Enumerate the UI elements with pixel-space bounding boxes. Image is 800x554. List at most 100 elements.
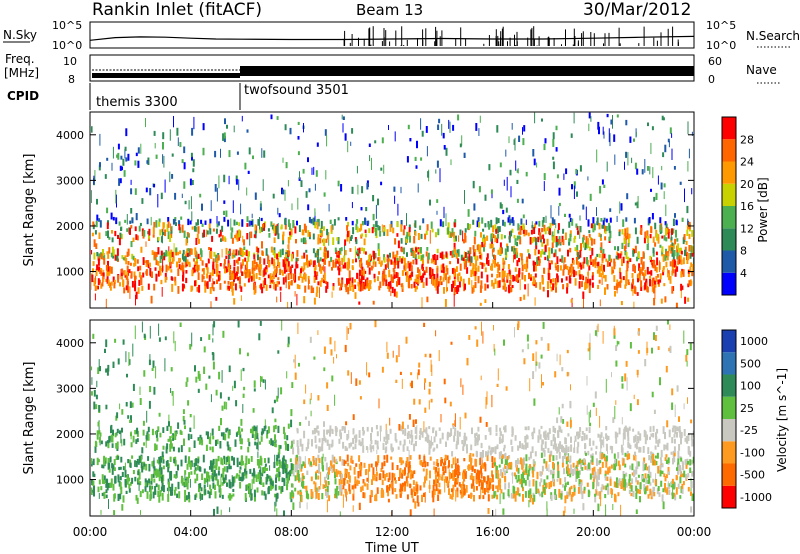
- velocity-cell: [589, 422, 592, 427]
- velocity-cell: [315, 473, 317, 480]
- velocity-cell: [627, 428, 630, 436]
- velocity-cell: [155, 474, 158, 478]
- velocity-cell: [211, 446, 214, 453]
- power-cell: [417, 248, 420, 253]
- power-cell: [108, 266, 111, 272]
- velocity-cell: [623, 474, 626, 482]
- velocity-cell: [489, 427, 492, 436]
- power-cell: [127, 285, 130, 293]
- power-cell: [312, 287, 315, 293]
- power-cell: [464, 259, 467, 266]
- power-cell: [409, 261, 412, 268]
- power-cell: [414, 254, 417, 260]
- power-cell: [598, 126, 600, 135]
- power-cell: [257, 247, 260, 253]
- velocity-cell: [539, 493, 541, 497]
- velocity-cell: [651, 347, 653, 354]
- power-cell: [484, 194, 487, 201]
- velocity-cell: [552, 478, 555, 482]
- velocity-cell: [339, 470, 342, 477]
- power-cell: [495, 263, 498, 267]
- velocity-cell: [352, 493, 355, 501]
- power-cell: [137, 160, 140, 168]
- power-cell: [598, 232, 601, 237]
- power-cell: [596, 207, 597, 216]
- power-cell: [289, 231, 291, 236]
- power-cell: [604, 274, 607, 282]
- velocity-cell: [589, 347, 591, 361]
- power-cell: [499, 162, 502, 168]
- velocity-cell: [614, 431, 617, 439]
- velocity-cell: [105, 441, 108, 447]
- velocity-cell: [134, 325, 136, 340]
- power-cell: [602, 220, 605, 228]
- power-cell: [533, 265, 535, 272]
- velocity-cell: [636, 480, 639, 485]
- velocity-cell: [161, 475, 163, 483]
- power-cell: [491, 249, 493, 257]
- power-cell: [419, 247, 422, 251]
- power-cell: [349, 248, 352, 252]
- power-cell: [360, 278, 363, 287]
- velocity-cell: [304, 416, 307, 420]
- power-cell: [486, 235, 489, 241]
- velocity-cell: [381, 366, 384, 373]
- velocity-cell: [127, 415, 130, 419]
- power-cell: [523, 263, 526, 270]
- velocity-cell: [674, 427, 677, 435]
- velocity-cell: [182, 409, 185, 414]
- power-cell: [369, 155, 371, 162]
- velocity-cell: [470, 492, 473, 499]
- velocity-cell: [425, 468, 428, 475]
- power-cell: [523, 125, 526, 132]
- velocity-cell: [524, 491, 527, 498]
- power-cell: [627, 243, 630, 248]
- velocity-cell: [170, 473, 172, 481]
- power-cell: [102, 272, 105, 277]
- velocity-cell: [99, 366, 101, 372]
- power-color-swatch: [722, 139, 736, 162]
- velocity-cell: [386, 454, 389, 463]
- power-cell: [190, 196, 192, 210]
- power-cell: [321, 230, 323, 237]
- power-cell: [491, 279, 494, 287]
- power-cell: [354, 246, 356, 259]
- velocity-cell: [597, 468, 600, 476]
- velocity-cell: [661, 494, 664, 502]
- power-cell: [372, 195, 375, 202]
- velocity-cell: [624, 425, 627, 430]
- power-cell: [691, 253, 694, 257]
- velocity-cell: [352, 505, 354, 512]
- power-cell: [375, 221, 378, 228]
- power-cell: [633, 301, 635, 308]
- velocity-cell: [298, 501, 301, 509]
- power-cell: [254, 224, 257, 233]
- power-cell: [166, 224, 169, 232]
- velocity-cell: [104, 457, 107, 464]
- power-cell: [132, 237, 135, 242]
- power-cell: [431, 228, 434, 233]
- velocity-cell: [580, 488, 583, 495]
- power-cell: [223, 210, 225, 215]
- velocity-cell: [424, 407, 427, 413]
- velocity-cell: [655, 432, 657, 440]
- velocity-cell: [177, 422, 180, 429]
- power-cell: [652, 236, 655, 243]
- velocity-cell: [303, 430, 306, 439]
- velocity-cell: [498, 464, 501, 468]
- power-cell: [406, 156, 409, 163]
- power-cell: [108, 236, 111, 240]
- power-cell: [582, 204, 585, 210]
- power-cell: [478, 222, 481, 228]
- power-cell: [284, 218, 287, 225]
- power-cell: [471, 267, 474, 275]
- velocity-cell: [413, 486, 416, 493]
- power-cell: [177, 268, 180, 276]
- velocity-cell: [206, 471, 208, 479]
- power-cell: [323, 226, 325, 231]
- power-cell: [443, 145, 446, 150]
- power-cell: [183, 230, 186, 238]
- power-cell: [662, 117, 665, 121]
- power-cell: [420, 157, 423, 161]
- power-cell: [174, 276, 177, 283]
